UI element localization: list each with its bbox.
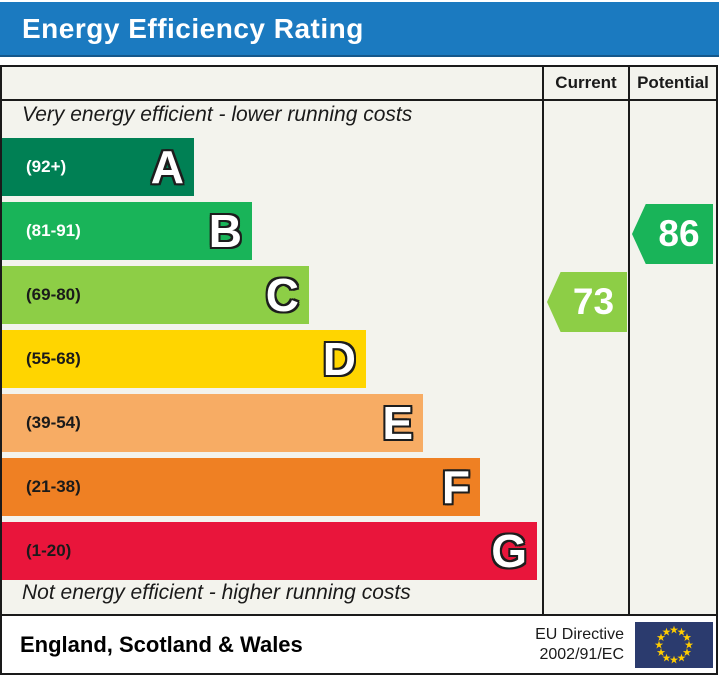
potential-rating-value: 86 (658, 213, 700, 254)
band-b: (81-91) B (2, 202, 252, 260)
column-divider-potential (628, 67, 630, 614)
rating-table: Current Potential Very energy efficient … (0, 65, 718, 616)
band-e-letter: E (382, 397, 413, 449)
current-rating-value: 73 (572, 281, 615, 322)
band-d: (55-68) D (2, 330, 366, 388)
band-b-letter: B (208, 205, 242, 257)
eu-directive-line2: 2002/91/EC (539, 645, 624, 663)
footer: England, Scotland & Wales EU Directive 2… (0, 614, 718, 675)
eu-directive-line1: EU Directive (535, 625, 624, 643)
bottom-caption: Not energy efficient - higher running co… (22, 581, 411, 604)
current-column-header: Current (555, 73, 617, 92)
band-c: (69-80) C (2, 266, 309, 324)
band-d-range: (55-68) (26, 349, 81, 368)
header-divider (2, 99, 716, 101)
band-a: (92+) A (2, 138, 194, 196)
column-divider-current (542, 67, 544, 614)
rating-bands: (92+) A (81-91) B (69-80) C (55-68) D (3… (2, 138, 537, 580)
band-a-range: (92+) (26, 157, 67, 176)
band-f-range: (21-38) (26, 477, 81, 496)
band-d-letter: D (322, 333, 356, 385)
band-g-letter: G (491, 525, 527, 577)
band-c-letter: C (265, 269, 299, 321)
band-a-letter: A (150, 141, 184, 193)
current-rating-arrow: 73 (547, 272, 627, 332)
band-g: (1-20) G (2, 522, 537, 580)
top-caption: Very energy efficient - lower running co… (22, 103, 413, 126)
band-f: (21-38) F (2, 458, 480, 516)
band-b-range: (81-91) (26, 221, 81, 240)
potential-column-header: Potential (637, 73, 709, 92)
eu-flag-icon (635, 621, 713, 668)
potential-rating-arrow: 86 (632, 204, 713, 264)
title-bar: Energy Efficiency Rating (0, 2, 719, 57)
band-e-range: (39-54) (26, 413, 81, 432)
band-f-letter: F (441, 461, 470, 513)
band-c-range: (69-80) (26, 285, 81, 304)
page-title: Energy Efficiency Rating (22, 12, 364, 44)
band-e: (39-54) E (2, 394, 423, 452)
band-g-range: (1-20) (26, 541, 72, 560)
region-label: England, Scotland & Wales (20, 631, 303, 657)
eu-directive-label: EU Directive 2002/91/EC (535, 625, 624, 665)
